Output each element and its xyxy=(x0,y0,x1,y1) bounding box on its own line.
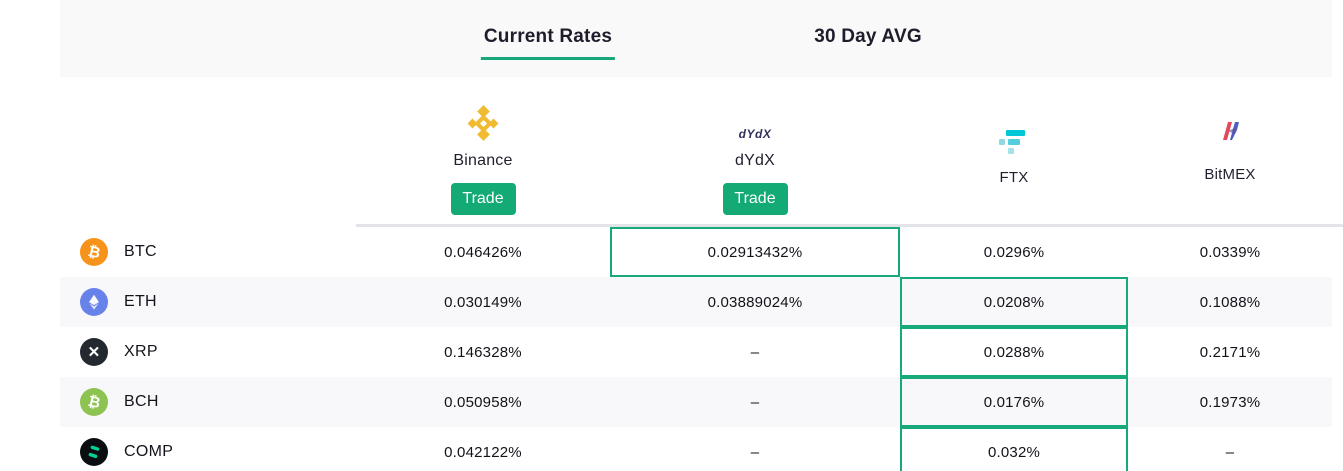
binance-trade-button[interactable]: Trade xyxy=(450,183,516,215)
eth-icon xyxy=(80,288,108,316)
coin-cell: COMP xyxy=(60,427,356,471)
rate-value: – xyxy=(750,393,760,411)
exchange-header-row: Binance Trade dYdX dYdX Trade FTX BitMEX xyxy=(60,95,1332,225)
rate-cell-best: 0.032% xyxy=(900,427,1128,471)
table-row: COMP 0.042122% – 0.032% – xyxy=(60,427,1332,471)
exchange-column-dydx: dYdX dYdX Trade xyxy=(610,95,900,225)
rate-cell: 0.03889024% xyxy=(610,277,900,327)
coin-column-header xyxy=(60,95,356,225)
rate-cell: 0.0296% xyxy=(900,227,1128,277)
coin-ticker: XRP xyxy=(124,343,158,360)
coin-cell: ₿ BCH xyxy=(60,377,356,427)
rate-cell: 0.0339% xyxy=(1128,227,1332,277)
exchange-name-binance: Binance xyxy=(453,152,513,169)
dydx-logo-icon: dYdX xyxy=(738,127,772,141)
rate-value: 0.042122% xyxy=(444,443,522,461)
dydx-trade-button[interactable]: Trade xyxy=(722,183,788,215)
rate-cell: 0.1088% xyxy=(1128,277,1332,327)
rate-value: 0.1088% xyxy=(1199,293,1261,311)
rate-value: 0.032% xyxy=(987,443,1041,461)
tab-30-day-avg[interactable]: 30 Day AVG xyxy=(814,26,922,47)
rate-cell: 0.042122% xyxy=(356,427,610,471)
rate-value: – xyxy=(750,443,760,461)
rate-value: 0.0339% xyxy=(1199,243,1261,261)
rate-value: 0.0296% xyxy=(983,243,1045,261)
table-row: ETH 0.030149% 0.03889024% 0.0208% 0.1088% xyxy=(60,277,1332,327)
rate-cell: – xyxy=(610,427,900,471)
rate-value: 0.0208% xyxy=(983,293,1045,311)
bch-icon: ₿ xyxy=(80,388,108,416)
rate-cell: 0.030149% xyxy=(356,277,610,327)
rate-value: 0.0176% xyxy=(983,393,1045,411)
binance-logo-icon xyxy=(466,105,500,141)
rate-value: – xyxy=(1225,443,1235,461)
rate-value: 0.030149% xyxy=(444,293,522,311)
table-row: ₿ BCH 0.050958% – 0.0176% 0.1973% xyxy=(60,377,1332,427)
rates-table-body: ₿ BTC 0.046426% 0.02913432% 0.0296% 0.0339% ET… xyxy=(60,227,1332,471)
tab-current-rates[interactable]: Current Rates xyxy=(480,26,616,60)
coin-ticker: BTC xyxy=(124,243,157,260)
tab-bar: Current Rates 30 Day AVG xyxy=(60,0,1332,77)
table-row: ₿ BTC 0.046426% 0.02913432% 0.0296% 0.0339% xyxy=(60,227,1332,277)
rate-value: 0.02913432% xyxy=(707,243,803,261)
table-top-divider xyxy=(356,224,1343,227)
btc-icon: ₿ xyxy=(80,238,108,266)
rate-cell: – xyxy=(610,327,900,377)
rate-cell: 0.146328% xyxy=(356,327,610,377)
bitmex-logo-icon xyxy=(1223,122,1239,140)
exchange-name-bitmex: BitMEX xyxy=(1204,166,1256,183)
rate-cell: 0.1973% xyxy=(1128,377,1332,427)
rate-cell-best: 0.0288% xyxy=(900,327,1128,377)
rate-value: – xyxy=(750,343,760,361)
rate-cell: 0.050958% xyxy=(356,377,610,427)
rate-value: 0.046426% xyxy=(444,243,522,261)
exchange-column-bitmex: BitMEX xyxy=(1128,95,1332,225)
rate-value: 0.050958% xyxy=(444,393,522,411)
exchange-name-ftx: FTX xyxy=(999,169,1029,186)
rate-value: 0.2171% xyxy=(1199,343,1261,361)
rate-value: 0.03889024% xyxy=(707,293,803,311)
rate-value: 0.0288% xyxy=(983,343,1045,361)
rate-cell: 0.2171% xyxy=(1128,327,1332,377)
rate-cell: – xyxy=(1128,427,1332,471)
comp-icon xyxy=(80,438,108,466)
exchange-name-dydx: dYdX xyxy=(735,152,775,169)
coin-cell: ETH xyxy=(60,277,356,327)
rate-cell-best: 0.0176% xyxy=(900,377,1128,427)
rate-value: 0.146328% xyxy=(444,343,522,361)
rate-cell: – xyxy=(610,377,900,427)
rate-cell-best: 0.02913432% xyxy=(610,227,900,277)
table-row: ✕ XRP 0.146328% – 0.0288% 0.2171% xyxy=(60,327,1332,377)
rate-cell-best: 0.0208% xyxy=(900,277,1128,327)
xrp-icon: ✕ xyxy=(80,338,108,366)
coin-ticker: ETH xyxy=(124,293,157,310)
coin-cell: ₿ BTC xyxy=(60,227,356,277)
coin-ticker: BCH xyxy=(124,393,159,410)
rate-cell: 0.046426% xyxy=(356,227,610,277)
exchange-column-ftx: FTX xyxy=(900,95,1128,225)
rate-value: 0.1973% xyxy=(1199,393,1261,411)
ftx-logo-icon xyxy=(999,130,1025,154)
exchange-column-binance: Binance Trade xyxy=(356,95,610,225)
coin-cell: ✕ XRP xyxy=(60,327,356,377)
coin-ticker: COMP xyxy=(124,443,174,460)
